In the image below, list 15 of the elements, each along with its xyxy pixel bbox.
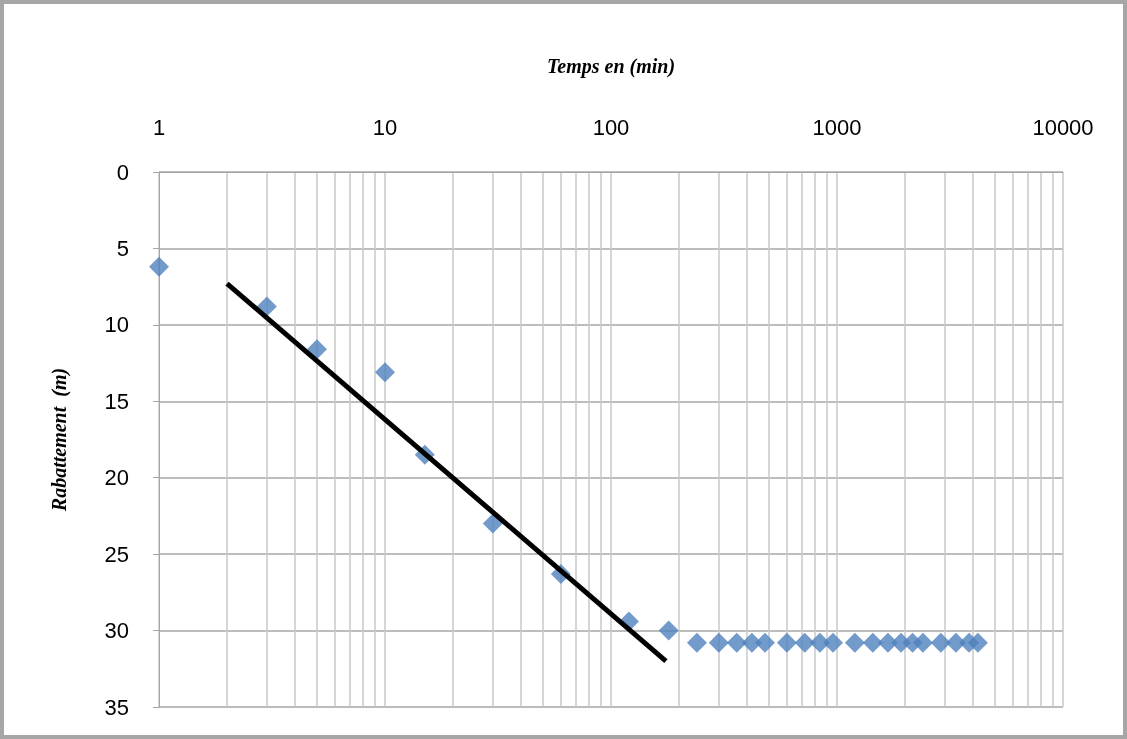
y-tick-label: 20	[104, 465, 129, 491]
x-axis-title: Temps en (min)	[546, 55, 676, 78]
x-tick-label: 1	[152, 114, 166, 140]
y-tick-label: 35	[104, 694, 129, 720]
y-tick-label: 5	[116, 235, 129, 261]
x-tick-label: 1000	[812, 114, 862, 140]
y-axis-title: Rabattement (m)	[48, 367, 71, 513]
y-tick-label: 15	[104, 388, 129, 414]
x-tick-label: 10	[372, 114, 398, 140]
x-tick-label: 10000	[1032, 114, 1094, 140]
y-tick-label: 10	[104, 312, 129, 338]
y-tick-label: 30	[104, 618, 129, 644]
y-tick-label: 0	[116, 159, 129, 185]
y-tick-label: 25	[104, 541, 129, 567]
x-tick-label: 100	[592, 114, 630, 140]
